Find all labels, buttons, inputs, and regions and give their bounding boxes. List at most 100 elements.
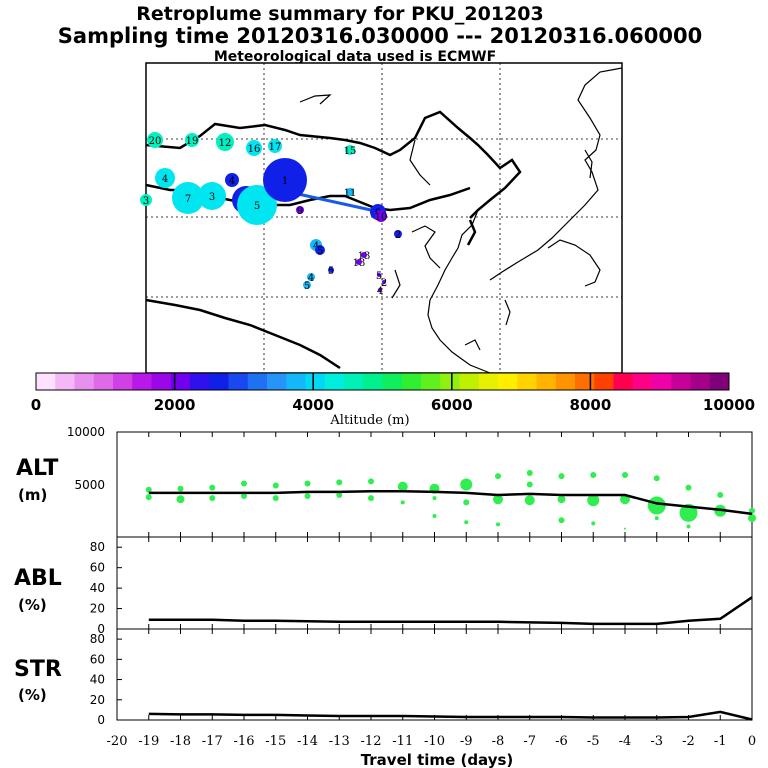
x-tick-label: -20 bbox=[107, 734, 128, 749]
map-cluster-label: 5 bbox=[317, 246, 323, 257]
alt-panel: ALT (m) 10000 5000 bbox=[16, 425, 756, 538]
x-tick-label: -3 bbox=[650, 734, 663, 749]
colorbar-swatch bbox=[36, 373, 56, 390]
y-tick-label: 40 bbox=[90, 673, 105, 687]
colorbar-swatch bbox=[170, 373, 191, 390]
map-cluster-label: 13 bbox=[358, 251, 371, 262]
y-tick-label: 20 bbox=[90, 693, 105, 707]
colorbar-swatch bbox=[324, 373, 345, 390]
alt-cluster-point bbox=[524, 495, 535, 506]
alt-cluster-point bbox=[177, 485, 184, 492]
colorbar-swatch bbox=[575, 373, 595, 390]
y-tick-label: 80 bbox=[90, 540, 105, 554]
colorbar-tick-label: 10000 bbox=[703, 396, 755, 414]
abl-panel: ABL (%) 80 60 40 20 0 bbox=[14, 536, 753, 636]
alt-cluster-point bbox=[432, 496, 437, 501]
map-cluster-label: 5 bbox=[304, 281, 310, 292]
map-cluster-label: 9 bbox=[297, 206, 303, 217]
map-cluster-label: 5 bbox=[376, 271, 382, 282]
map-cluster-circle bbox=[225, 173, 239, 187]
abl-panel-label: ABL bbox=[14, 566, 62, 591]
colorbar-swatch bbox=[613, 373, 634, 390]
y-tick-label: 40 bbox=[90, 581, 105, 595]
series-line bbox=[148, 490, 753, 516]
colorbar-swatch bbox=[113, 373, 133, 390]
alt-cluster-point bbox=[496, 522, 500, 527]
str-plot-area: 80 60 40 20 0 bbox=[90, 629, 753, 727]
title-line-2: Sampling time 20120316.030000 --- 201203… bbox=[58, 24, 702, 48]
map-cluster-circle bbox=[328, 267, 334, 273]
colorbar-swatch bbox=[709, 373, 730, 390]
map-cluster-circle bbox=[263, 158, 307, 202]
alt-cluster-point bbox=[495, 473, 501, 480]
map-cluster-label: 4 bbox=[313, 241, 319, 252]
map-cluster-circle bbox=[268, 139, 282, 153]
map-cluster-label: 19 bbox=[186, 136, 199, 147]
colorbar-swatch bbox=[286, 373, 306, 390]
alt-cluster-point bbox=[686, 524, 691, 529]
map-cluster-label: 3 bbox=[143, 196, 149, 207]
series-line bbox=[148, 596, 753, 626]
alt-cluster-point bbox=[647, 496, 666, 515]
colorbar-swatch bbox=[594, 373, 614, 390]
x-tick-label: -15 bbox=[265, 734, 286, 749]
abl-panel-unit: (%) bbox=[18, 596, 47, 614]
alt-cluster-point bbox=[717, 492, 724, 498]
alt-cluster-point bbox=[368, 478, 374, 485]
map-cluster-label: 12 bbox=[219, 138, 232, 149]
x-tick-label: -13 bbox=[329, 734, 350, 749]
title-line-3: Meteorological data used is ECMWF bbox=[214, 49, 496, 65]
colorbar-frame bbox=[35, 372, 730, 391]
y-tick-label: 80 bbox=[90, 632, 105, 646]
map-cluster-label: 20 bbox=[149, 136, 162, 147]
map-cluster-label: 17 bbox=[269, 142, 282, 153]
alt-cluster-point bbox=[145, 486, 152, 493]
colorbar-swatch bbox=[305, 373, 326, 390]
x-tick-label: 0 bbox=[748, 734, 756, 749]
title-line-1: Retroplume summary for PKU_201203 bbox=[136, 3, 543, 25]
map-cluster-label: 5 bbox=[328, 266, 334, 277]
y-tick-label: 20 bbox=[90, 602, 105, 616]
map-cluster-circle bbox=[378, 288, 382, 292]
alt-cluster-point bbox=[464, 520, 469, 525]
map-cluster-circle bbox=[315, 245, 325, 255]
colorbar-swatch bbox=[55, 373, 75, 390]
map-cluster-label: 4 bbox=[308, 273, 314, 284]
str-panel-unit: (%) bbox=[18, 686, 47, 704]
alt-cluster-point bbox=[493, 494, 503, 505]
map-cluster-circle bbox=[237, 185, 277, 225]
map-cluster-circle bbox=[296, 206, 304, 214]
alt-panel-label: ALT bbox=[16, 456, 58, 481]
alt-cluster-point bbox=[272, 482, 279, 489]
colorbar-swatch bbox=[498, 373, 518, 390]
map-cluster-circle bbox=[147, 132, 163, 148]
map-cluster-label: 10 bbox=[375, 212, 388, 223]
x-tick-label: -1 bbox=[714, 734, 727, 749]
x-tick-label: -16 bbox=[234, 734, 255, 749]
alt-cluster-point bbox=[304, 493, 311, 500]
alt-cluster-point bbox=[622, 472, 628, 479]
alt-ytick-5000: 5000 bbox=[74, 478, 105, 492]
alt-cluster-point bbox=[241, 480, 247, 487]
alt-cluster-point bbox=[748, 514, 756, 523]
colorbar-swatch bbox=[344, 373, 364, 390]
x-tick-label: -12 bbox=[361, 734, 382, 749]
map-cluster-circle bbox=[375, 210, 387, 222]
colorbar-swatch bbox=[363, 373, 383, 390]
alt-cluster-point bbox=[526, 481, 533, 488]
alt-cluster-point bbox=[400, 500, 405, 505]
colorbar-swatch bbox=[132, 373, 152, 390]
x-tick-label: -10 bbox=[424, 734, 445, 749]
x-tick-label: -5 bbox=[587, 734, 600, 749]
abl-plot-area: 80 60 40 20 0 bbox=[90, 537, 753, 636]
map-cluster-circle bbox=[377, 273, 381, 277]
map-cluster-label: 13 bbox=[353, 258, 366, 269]
colorbar-swatch bbox=[209, 373, 229, 390]
colorbar-tick-label: 6000 bbox=[431, 396, 473, 414]
alt-cluster-point bbox=[272, 495, 279, 502]
colorbar-tick-label: 0 bbox=[31, 396, 41, 414]
alt-panel-unit: (m) bbox=[18, 486, 47, 504]
colorbar-swatch bbox=[421, 373, 441, 390]
abl-panel-frame bbox=[116, 536, 753, 630]
map-cluster-label: 4 bbox=[162, 174, 168, 185]
